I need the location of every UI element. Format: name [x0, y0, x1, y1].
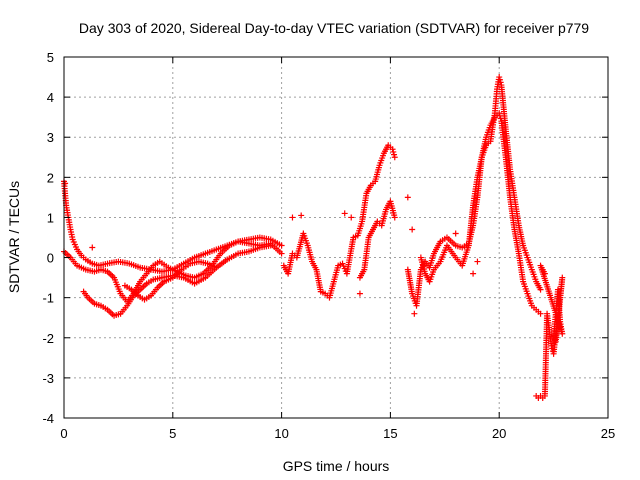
y-tick-label: -1: [42, 291, 54, 306]
data-point-track-h: [496, 74, 503, 81]
x-tick-label: 10: [274, 426, 288, 441]
data-point-track-h: [497, 79, 504, 86]
data-point-outliers: [474, 258, 481, 265]
data-point-track-c: [267, 242, 274, 249]
x-tick-label: 20: [492, 426, 506, 441]
y-tick-label: -4: [42, 411, 54, 426]
axis-ticks: 0 5 10 15 20 25 -4 -3 -2 -1 0 1 2 3 4 5: [42, 50, 615, 441]
data-points: [61, 74, 566, 401]
chart-title: Day 303 of 2020, Sidereal Day-to-day VTE…: [79, 20, 589, 36]
data-point-outliers: [404, 194, 411, 201]
y-tick-label: 0: [47, 251, 54, 266]
data-point-outliers: [289, 214, 296, 221]
data-point-outliers: [470, 270, 477, 277]
data-point-outliers: [341, 210, 348, 217]
y-tick-label: 2: [47, 170, 54, 185]
plot-frame: [63, 56, 609, 419]
data-point-track-f: [391, 214, 398, 221]
data-point-track-a: [278, 242, 285, 249]
x-axis-label: GPS time / hours: [283, 458, 390, 474]
data-point-track-e: [390, 148, 397, 155]
data-point-outliers: [411, 310, 418, 317]
data-point-track-h: [537, 286, 544, 293]
y-tick-label: 1: [47, 210, 54, 225]
data-point-track-b: [278, 250, 285, 257]
x-tick-label: 5: [169, 426, 176, 441]
data-point-track-g: [537, 310, 544, 317]
data-point-outliers: [409, 226, 416, 233]
data-point-track-i: [541, 270, 548, 277]
data-point-track-e: [391, 154, 398, 161]
data-point-track-e: [389, 146, 396, 153]
x-tick-label: 15: [383, 426, 397, 441]
y-tick-label: -3: [42, 371, 54, 386]
data-point-outliers: [298, 212, 305, 219]
y-tick-label: 3: [47, 130, 54, 145]
y-tick-label: -2: [42, 331, 54, 346]
data-point-outliers: [89, 244, 96, 251]
data-point-outliers: [62, 180, 69, 187]
x-tick-label: 25: [601, 426, 615, 441]
data-point-outliers: [356, 290, 363, 297]
data-point-track-e: [391, 151, 398, 158]
y-axis-label: SDTVAR / TECUs: [6, 181, 22, 293]
data-point-track-d: [213, 264, 220, 271]
data-point-track-h: [496, 76, 503, 83]
y-tick-label: 4: [47, 90, 54, 105]
y-tick-label: 5: [47, 50, 54, 65]
data-point-outliers: [348, 214, 355, 221]
data-point-outliers: [452, 230, 459, 237]
data-point-track-i: [548, 342, 555, 349]
x-tick-label: 0: [60, 426, 67, 441]
grid-lines: [64, 57, 608, 418]
